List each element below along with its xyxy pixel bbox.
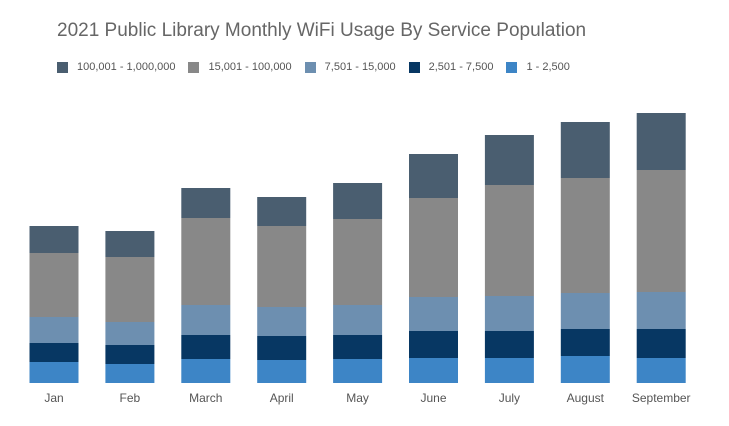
legend-item-7501-15000: 7,501 - 15,000 xyxy=(304,61,396,73)
x-tick-label: August xyxy=(567,391,605,405)
bar-segment xyxy=(105,364,155,383)
bar-segment xyxy=(636,358,686,383)
bar-segment xyxy=(636,329,686,358)
bar-segment xyxy=(636,113,686,170)
legend-swatch xyxy=(506,61,518,73)
x-tick-label: March xyxy=(189,391,222,405)
chart-legend: 100,001 - 1,000,000 15,001 - 100,000 7,5… xyxy=(57,61,583,73)
legend-label: 2,501 - 7,500 xyxy=(428,61,494,73)
bar-segment xyxy=(409,154,458,198)
legend-swatch xyxy=(304,61,316,73)
x-tick-label: Feb xyxy=(120,391,141,405)
legend-item-15001-100000: 15,001 - 100,000 xyxy=(188,61,292,73)
bar-segment xyxy=(181,305,231,335)
legend-item-1-2500: 1 - 2,500 xyxy=(506,61,570,73)
x-tick-label: September xyxy=(632,391,691,405)
bar-segment xyxy=(29,253,79,317)
bar-segment xyxy=(29,317,79,343)
bar-segment xyxy=(409,358,458,383)
bar-segment xyxy=(105,322,155,345)
legend-item-2501-7500: 2,501 - 7,500 xyxy=(408,61,494,73)
bar-segment xyxy=(105,257,155,322)
bar-segment xyxy=(333,359,383,383)
bar-segment xyxy=(560,329,610,356)
bar-segment xyxy=(257,197,307,226)
bar-segment xyxy=(560,293,610,329)
legend-label: 15,001 - 100,000 xyxy=(208,61,292,73)
bar-segment xyxy=(636,292,686,329)
x-tick-label: July xyxy=(499,391,520,405)
bar-segment xyxy=(333,183,383,219)
bar-segment xyxy=(484,135,534,185)
x-tick-label: June xyxy=(420,391,446,405)
bar-segment xyxy=(29,226,79,253)
bar-segment xyxy=(257,226,307,307)
bar-segment xyxy=(560,178,610,293)
bar-segment xyxy=(29,362,79,383)
legend-label: 1 - 2,500 xyxy=(526,61,570,73)
bar-segment xyxy=(181,335,231,359)
x-tick-label: Jan xyxy=(44,391,63,405)
bar-segment xyxy=(560,356,610,383)
legend-label: 100,001 - 1,000,000 xyxy=(77,61,176,73)
bar-segment xyxy=(484,185,534,296)
bar-segment xyxy=(636,170,686,292)
bar-segment xyxy=(105,345,155,364)
legend-swatch xyxy=(408,61,420,73)
chart-title: 2021 Public Library Monthly WiFi Usage B… xyxy=(57,20,587,41)
bar-segment xyxy=(484,331,534,358)
bar-segment xyxy=(484,296,534,331)
x-tick-label: May xyxy=(346,391,369,405)
bar-segment xyxy=(257,336,307,360)
legend-label: 7,501 - 15,000 xyxy=(324,61,396,73)
legend-item-100001-1000000: 100,001 - 1,000,000 xyxy=(57,61,175,73)
bar-segment xyxy=(257,360,307,383)
legend-swatch xyxy=(188,61,200,73)
bar-segment xyxy=(257,307,307,336)
bar-segment xyxy=(333,219,383,305)
bar-segment xyxy=(560,122,610,178)
bar-segment xyxy=(409,198,458,297)
bar-segment xyxy=(333,305,383,335)
bar-segment xyxy=(409,331,458,358)
bar-segment xyxy=(105,231,155,257)
legend-swatch xyxy=(57,61,68,73)
bar-segment xyxy=(409,297,458,331)
bar-segment xyxy=(333,335,383,359)
x-tick-label: April xyxy=(270,391,294,405)
bar-segment xyxy=(181,218,231,305)
bar-segment xyxy=(181,188,231,218)
bar-segment xyxy=(181,359,231,383)
bar-segment xyxy=(484,358,534,383)
bar-segment xyxy=(29,343,79,362)
